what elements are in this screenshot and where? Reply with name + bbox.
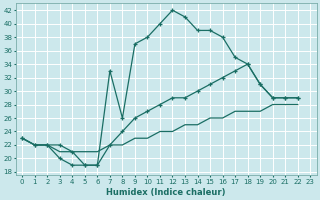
X-axis label: Humidex (Indice chaleur): Humidex (Indice chaleur): [107, 188, 226, 197]
